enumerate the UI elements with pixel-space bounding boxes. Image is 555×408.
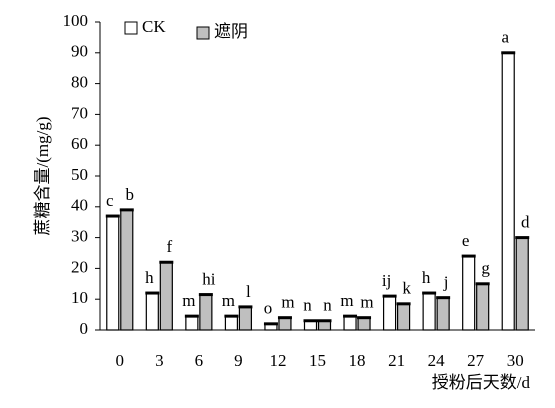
- bar: [396, 303, 411, 331]
- significance-letter: n: [303, 296, 312, 315]
- x-tick-label: 30: [507, 351, 524, 370]
- bar: [185, 315, 199, 331]
- significance-letter: ij: [382, 271, 391, 290]
- significance-letter: hi: [202, 269, 216, 288]
- legend-swatch: [196, 26, 210, 40]
- bar: [238, 306, 253, 331]
- significance-letter: m: [281, 293, 294, 312]
- y-tick-label: 100: [63, 11, 89, 30]
- bar: [476, 283, 490, 331]
- legend-label: 遮阴: [214, 22, 248, 41]
- bar: [159, 261, 173, 331]
- significance-letter: k: [402, 279, 411, 298]
- y-tick-label: 30: [71, 227, 88, 246]
- x-tick-label: 0: [116, 351, 125, 370]
- y-tick-label: 70: [71, 103, 88, 122]
- bar: [382, 295, 397, 331]
- significance-letter: g: [481, 259, 490, 278]
- x-tick-label: 12: [269, 351, 286, 370]
- significance-letter: m: [182, 291, 195, 310]
- bar: [199, 293, 213, 331]
- bar: [145, 292, 159, 331]
- significance-letter: j: [443, 273, 449, 292]
- bar: [224, 315, 239, 331]
- bar: [357, 317, 371, 331]
- y-tick-label: 20: [71, 257, 88, 276]
- x-tick-label: 24: [428, 351, 446, 370]
- bar: [343, 315, 357, 331]
- y-axis-label: 蔗糖含量/(mg/g): [33, 117, 52, 236]
- significance-letter: f: [166, 237, 172, 256]
- x-tick-label: 18: [349, 351, 366, 370]
- significance-letter: n: [323, 296, 332, 315]
- x-tick-label: 15: [309, 351, 326, 370]
- significance-letter: h: [145, 268, 154, 287]
- significance-letter: m: [360, 293, 373, 312]
- bar: [501, 52, 515, 331]
- bar: [120, 209, 134, 331]
- x-axis-label: 授粉后天数/d: [432, 373, 531, 392]
- bar: [278, 317, 292, 331]
- legend-swatch: [124, 21, 138, 35]
- x-tick-label: 27: [467, 351, 485, 370]
- y-tick-label: 40: [71, 196, 88, 215]
- significance-letter: c: [106, 191, 114, 210]
- bar: [462, 255, 476, 331]
- x-tick-label: 21: [388, 351, 405, 370]
- significance-letter: b: [126, 185, 135, 204]
- y-tick-label: 50: [71, 165, 88, 184]
- bar: [436, 297, 450, 331]
- bar: [515, 237, 529, 331]
- x-tick-label: 9: [234, 351, 243, 370]
- y-tick-label: 80: [71, 73, 88, 92]
- x-tick-label: 3: [155, 351, 164, 370]
- significance-letter: m: [222, 291, 235, 310]
- significance-letter: m: [340, 291, 353, 310]
- y-tick-label: 0: [80, 319, 89, 338]
- bar: [106, 215, 120, 331]
- significance-letter: d: [521, 213, 530, 232]
- y-tick-label: 90: [71, 42, 88, 61]
- significance-letter: o: [264, 299, 273, 318]
- legend-label: CK: [142, 17, 166, 36]
- significance-letter: h: [422, 268, 431, 287]
- y-tick-label: 10: [71, 288, 88, 307]
- significance-letter: e: [462, 231, 470, 250]
- x-tick-label: 6: [195, 351, 204, 370]
- significance-letter: a: [501, 28, 509, 47]
- y-tick-label: 60: [71, 134, 88, 153]
- bar: [422, 292, 436, 331]
- significance-letter: l: [246, 282, 251, 301]
